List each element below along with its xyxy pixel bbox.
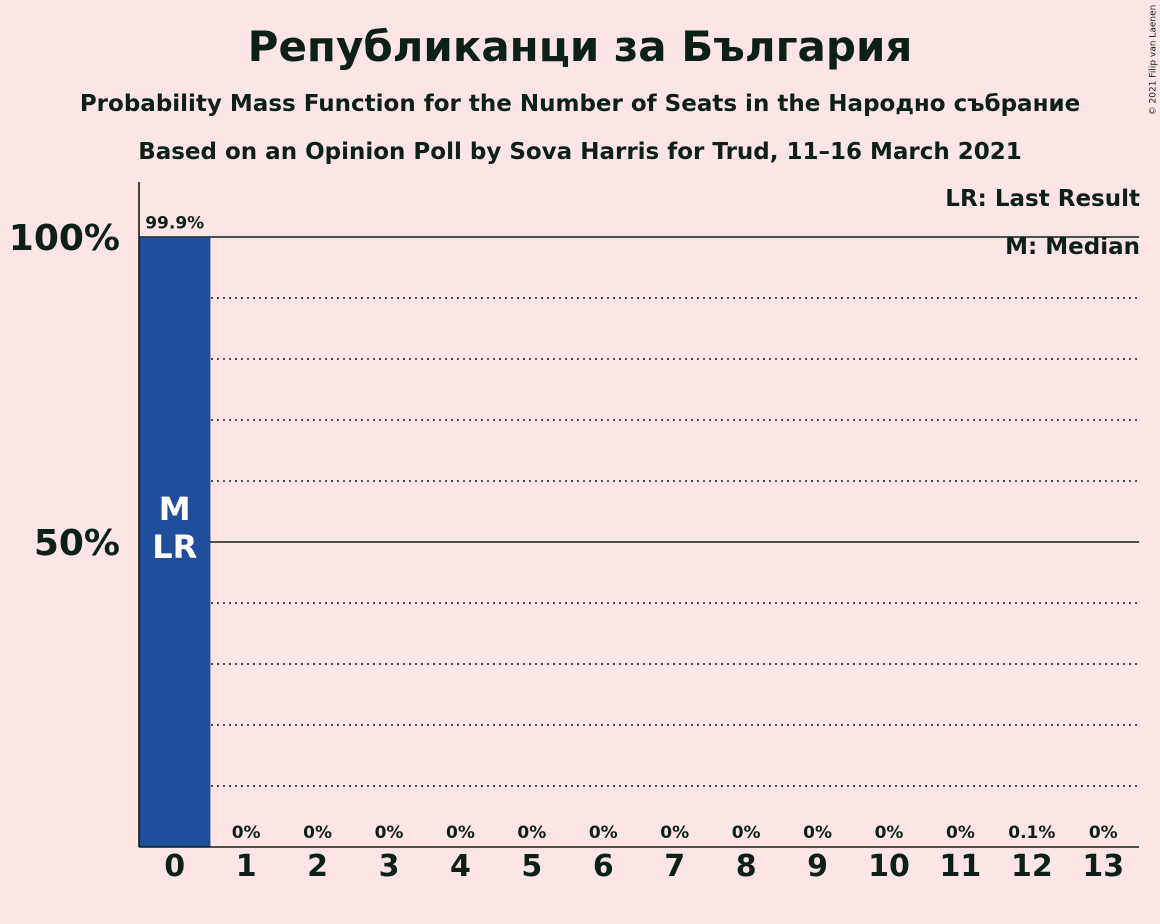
legend-median: M: Median bbox=[1005, 234, 1140, 260]
chart-subtitle: Probability Mass Function for the Number… bbox=[79, 91, 1081, 117]
x-tick-label: 1 bbox=[236, 849, 257, 884]
bar bbox=[139, 237, 211, 848]
x-tick-label: 3 bbox=[379, 849, 400, 884]
bar-annotation: M bbox=[159, 490, 191, 528]
x-tick-label: 7 bbox=[664, 849, 685, 884]
data-label: 0% bbox=[375, 823, 404, 843]
x-tick-label: 0 bbox=[164, 849, 185, 884]
data-label: 0% bbox=[232, 823, 261, 843]
x-tick-label: 9 bbox=[807, 849, 828, 884]
x-tick-label: 12 bbox=[1011, 849, 1053, 884]
x-tick-label: 2 bbox=[307, 849, 328, 884]
data-label: 0.1% bbox=[1008, 823, 1055, 843]
x-tick-label: 4 bbox=[450, 849, 471, 884]
data-label: 0% bbox=[589, 823, 618, 843]
data-label: 0% bbox=[660, 823, 689, 843]
data-label: 0% bbox=[446, 823, 475, 843]
data-label: 99.9% bbox=[145, 214, 204, 234]
data-label: 0% bbox=[517, 823, 546, 843]
x-tick-label: 11 bbox=[940, 849, 982, 884]
bar-annotation: LR bbox=[152, 528, 197, 566]
data-label: 0% bbox=[1089, 823, 1118, 843]
y-tick-label: 50% bbox=[34, 523, 120, 564]
x-tick-label: 10 bbox=[868, 849, 910, 884]
chart-title: Републиканци за България bbox=[247, 22, 913, 71]
x-tick-label: 13 bbox=[1082, 849, 1124, 884]
data-label: 0% bbox=[303, 823, 332, 843]
y-tick-label: 100% bbox=[9, 218, 120, 259]
x-tick-label: 8 bbox=[736, 849, 757, 884]
x-tick-label: 6 bbox=[593, 849, 614, 884]
data-label: 0% bbox=[946, 823, 975, 843]
chart-source: Based on an Opinion Poll by Sova Harris … bbox=[138, 139, 1022, 165]
x-tick-label: 5 bbox=[521, 849, 542, 884]
legend-last-result: LR: Last Result bbox=[945, 186, 1140, 212]
data-label: 0% bbox=[803, 823, 832, 843]
data-label: 0% bbox=[875, 823, 904, 843]
data-label: 0% bbox=[732, 823, 761, 843]
